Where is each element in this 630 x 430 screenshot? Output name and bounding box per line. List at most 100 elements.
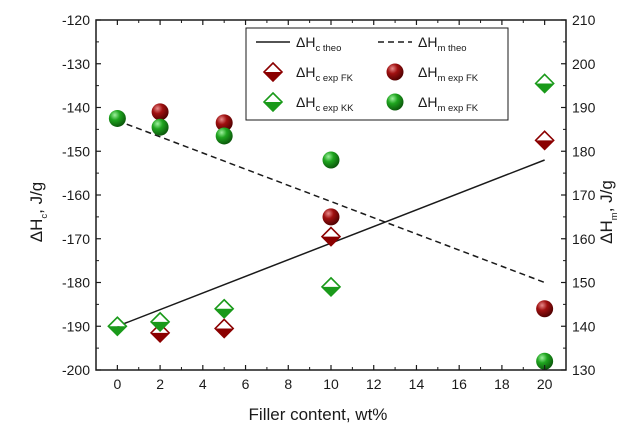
right-y-tick-label: 200 — [572, 56, 596, 72]
series-line-dhm-theo — [117, 119, 545, 284]
legend-diamond-kk-shape-top — [264, 93, 282, 102]
x-tick-label: 0 — [113, 376, 121, 392]
sphere-point-kk — [322, 151, 340, 169]
diamond-point-kk-bottom — [322, 286, 340, 296]
x-tick-label: 2 — [156, 376, 164, 392]
diamond-point-kk-bottom — [151, 321, 170, 331]
left-y-tick-label: -140 — [62, 100, 90, 116]
diamond-point-fk-top — [215, 319, 234, 329]
diamond-point-kk — [214, 298, 235, 319]
diamond-point-fk — [534, 130, 555, 151]
right-y-tick-label: 180 — [572, 143, 596, 159]
diamond-point-fk-outline — [149, 322, 171, 343]
legend-diamond-kk-shape-outline — [262, 91, 284, 113]
legend-box — [245, 27, 509, 121]
legend: ΔHc theo ΔHm theo ΔHc exp FK ΔHm exp FK … — [245, 27, 509, 121]
diamond-point-fk-bottom — [151, 332, 170, 342]
legend-diamond-kk-shape — [262, 91, 284, 113]
legend-diamond-fk-shape-top — [264, 63, 282, 72]
diamond-point-fk — [214, 318, 235, 339]
x-axis-title: Filler content, wt% — [249, 405, 388, 424]
legend-diamond-kk-shape-bottom — [264, 102, 282, 111]
legend-diamond-fk-shape — [262, 61, 284, 83]
diamond-point-fk-outline — [320, 226, 342, 247]
legend-marker-dhm-exp-fk — [386, 63, 404, 81]
left-y-tick-label: -200 — [62, 362, 90, 378]
diamond-point-kk — [107, 316, 128, 337]
sphere-point-kk — [536, 352, 554, 370]
left-y-tick-label: -170 — [62, 231, 90, 247]
sphere-point-fk — [536, 300, 554, 318]
x-tick-label: 10 — [323, 376, 339, 392]
x-tick-label: 12 — [366, 376, 382, 392]
diamond-point-kk — [320, 276, 342, 298]
diamond-point-kk — [149, 311, 171, 333]
legend-label-dhc-exp-kk: ΔHc exp KK — [296, 94, 354, 114]
sphere-point-kk — [108, 109, 126, 127]
legend-diamond-fk-shape-outline — [262, 61, 284, 83]
diamond-point-fk-top — [322, 227, 340, 237]
left-y-tick-label: -180 — [62, 275, 90, 291]
diamond-point-fk-bottom — [215, 328, 234, 338]
x-tick-label: 6 — [242, 376, 250, 392]
legend-sphere-kk-shape — [386, 93, 404, 111]
sphere-point-kk — [151, 118, 169, 136]
right-y-tick-label: 160 — [572, 231, 596, 247]
right-y-tick-label: 190 — [572, 100, 596, 116]
diamond-point-kk-bottom — [215, 308, 234, 318]
diamond-point-kk-outline — [320, 276, 342, 298]
diamond-point-kk-outline — [149, 311, 171, 333]
diamond-point-kk — [534, 73, 555, 94]
legend-marker-dhc-exp-kk — [262, 91, 284, 113]
x-tick-label: 20 — [537, 376, 553, 392]
x-tick-label: 8 — [284, 376, 292, 392]
diamond-point-kk-outline — [107, 316, 128, 337]
left-y-tick-label: -160 — [62, 187, 90, 203]
diamond-point-fk-outline — [214, 318, 235, 339]
diamond-point-kk-bottom — [108, 326, 127, 336]
diamond-point-fk-top — [535, 131, 554, 141]
legend-label-dhm-exp-kk: ΔHm exp FK — [418, 94, 479, 114]
left-y-tick-label: -190 — [62, 318, 90, 334]
diamond-point-fk-outline — [534, 130, 555, 151]
right-y-tick-label: 210 — [572, 12, 596, 28]
left-y-tick-label: -120 — [62, 12, 90, 28]
x-tick-label: 4 — [199, 376, 207, 392]
right-y-tick-label: 170 — [572, 187, 596, 203]
x-tick-label: 16 — [451, 376, 467, 392]
plot-area — [107, 73, 555, 370]
diamond-point-kk-bottom — [535, 83, 554, 93]
diamond-point-kk-top — [535, 74, 554, 84]
right-y-tick-label: 140 — [572, 318, 596, 334]
legend-label-dhc-exp-fk: ΔHc exp FK — [296, 64, 354, 84]
left-axis-title: ΔHc, J/g — [27, 182, 50, 243]
legend-diamond-fk-shape-bottom — [264, 72, 282, 81]
left-y-tick-label: -150 — [62, 143, 90, 159]
diamond-point-kk-top — [322, 277, 340, 287]
x-tick-label: 14 — [409, 376, 425, 392]
legend-label-dhm-exp-fk: ΔHm exp FK — [418, 64, 479, 84]
legend-sphere-fk-shape — [386, 63, 404, 81]
diamond-point-fk-bottom — [535, 140, 554, 150]
diamond-point-fk — [320, 226, 342, 247]
diamond-point-kk-top — [151, 312, 170, 322]
sphere-point-fk — [151, 103, 169, 121]
legend-label-dhc-theo: ΔHc theo — [296, 34, 341, 54]
legend-label-dhm-theo: ΔHm theo — [418, 34, 467, 54]
axes: 0 2 4 6 8 10 12 14 16 18 20 -200 -190 -180 -170 -160 -15… — [62, 12, 596, 392]
sphere-point-fk — [322, 208, 340, 226]
sphere-point-fk — [215, 114, 233, 132]
right-y-tick-label: 150 — [572, 275, 596, 291]
diamond-point-fk-bottom — [322, 236, 340, 246]
sphere-point-kk — [215, 127, 233, 145]
legend-marker-dhc-exp-fk — [262, 61, 284, 83]
diamond-point-kk-outline — [534, 73, 555, 94]
diamond-point-kk-top — [215, 299, 234, 309]
diamond-point-kk-top — [108, 317, 127, 327]
x-tick-label: 18 — [494, 376, 510, 392]
right-axis-title: ΔHm, J/g — [597, 180, 620, 244]
diamond-point-kk-outline — [214, 298, 235, 319]
left-y-tick-label: -130 — [62, 56, 90, 72]
right-y-tick-label: 130 — [572, 362, 596, 378]
